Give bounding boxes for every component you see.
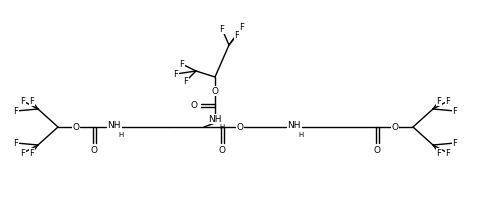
Text: F: F (29, 97, 34, 106)
Text: O: O (391, 123, 398, 132)
Text: H: H (298, 131, 304, 137)
Text: NH: NH (107, 121, 121, 130)
Text: F: F (446, 149, 450, 158)
Text: NH: NH (208, 115, 222, 124)
Text: F: F (184, 77, 188, 86)
Text: F: F (174, 70, 178, 79)
Text: H: H (119, 131, 124, 137)
Text: F: F (240, 23, 245, 32)
Text: H: H (220, 123, 225, 129)
Text: F: F (20, 149, 25, 158)
Text: F: F (446, 97, 450, 106)
Text: F: F (235, 31, 240, 40)
Text: O: O (73, 123, 80, 132)
Text: F: F (13, 107, 18, 116)
Text: F: F (20, 97, 25, 106)
Text: F: F (29, 149, 34, 158)
Text: NH: NH (287, 121, 301, 130)
Text: F: F (180, 60, 184, 69)
Text: F: F (13, 139, 18, 148)
Text: O: O (91, 146, 98, 155)
Text: F: F (437, 149, 441, 158)
Text: O: O (191, 101, 198, 110)
Text: O: O (237, 123, 244, 132)
Text: F: F (453, 139, 458, 148)
Text: O: O (219, 146, 226, 155)
Text: O: O (374, 146, 380, 155)
Text: F: F (453, 107, 458, 116)
Text: F: F (437, 97, 441, 106)
Text: O: O (212, 87, 219, 96)
Text: F: F (220, 25, 225, 34)
